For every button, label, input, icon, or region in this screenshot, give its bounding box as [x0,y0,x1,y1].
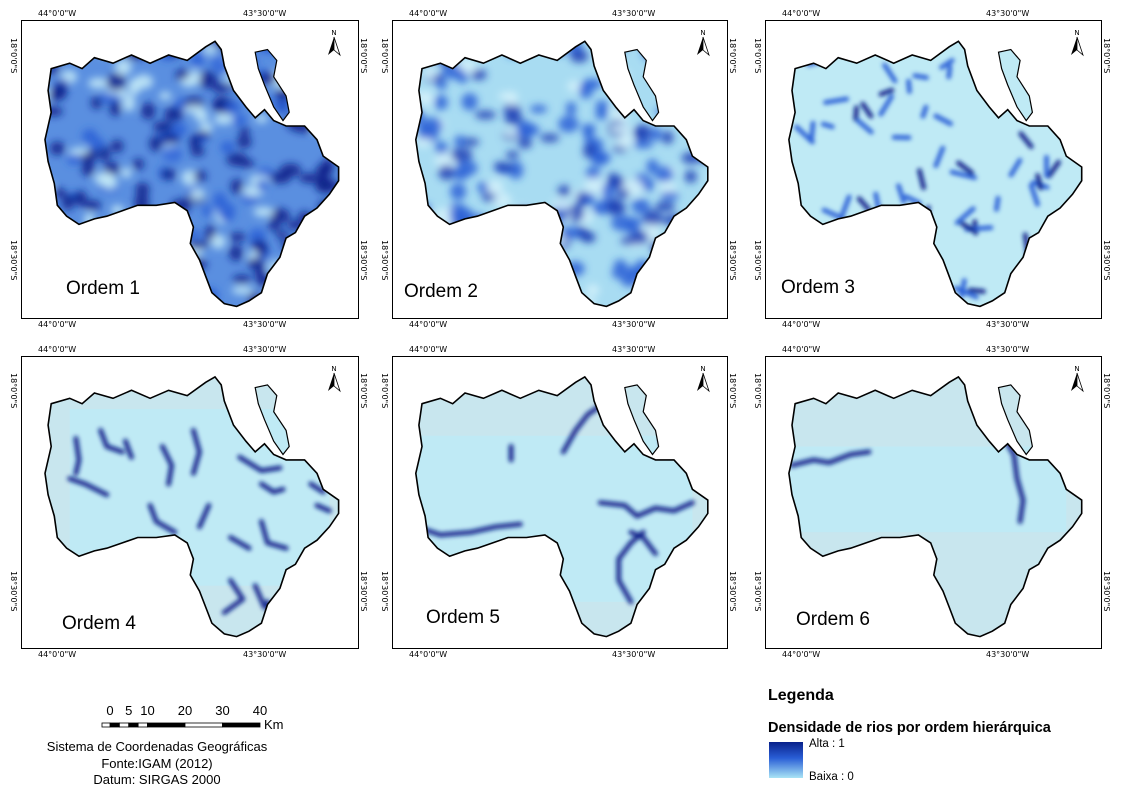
lat-tick-bottom: 18°30'0"S [728,240,737,281]
lat-tick-bottom: 18°30'0"S [9,240,18,281]
lon-tick-left: 44°0'0"W [38,9,77,18]
svg-text:N: N [1074,365,1079,373]
panel-label: Ordem 2 [404,281,478,302]
panel-label: Ordem 6 [796,609,870,630]
lon-tick-right: 43°30'0"W [612,9,656,18]
lon-tick-left: 44°0'0"W [409,345,448,354]
lon-tick-right: 43°30'0"W [986,9,1030,18]
north-arrow-icon: N [326,363,342,393]
svg-text:N: N [700,29,705,37]
lat-tick-bottom: 18°30'0"S [728,571,737,612]
lon-tick-right: 43°30'0"W [612,320,656,329]
scale-label: 5 [125,703,132,718]
lon-tick-right: 43°30'0"W [986,320,1030,329]
lat-tick-top: 18°0'0"S [753,38,762,74]
map-panel-ordem-2: Ordem 2 N [392,20,728,319]
scale-label: 0 [106,703,113,718]
lon-tick-left: 44°0'0"W [38,650,77,659]
svg-text:N: N [1074,29,1079,37]
density-map-ordem-4 [44,375,340,638]
legend-high-label: Alta : 1 [809,738,845,750]
legend-color-ramp [769,742,803,778]
lon-tick-left: 44°0'0"W [409,320,448,329]
scale-bar: 0 5 10 20 30 40 Km [100,703,300,733]
panel-label: Ordem 4 [62,613,136,634]
lon-tick-right: 43°30'0"W [243,650,287,659]
lat-tick-top: 18°0'0"S [359,373,368,409]
lat-tick-top: 18°0'0"S [380,38,389,74]
lat-tick-top: 18°0'0"S [1102,373,1111,409]
panel-label: Ordem 5 [426,607,500,628]
map-panel-ordem-6: Ordem 6 N [765,356,1102,649]
lat-tick-top: 18°0'0"S [359,38,368,74]
legend-subtitle: Densidade de rios por ordem hierárquica [768,720,1051,736]
north-arrow-icon: N [695,363,711,393]
lat-tick-bottom: 18°30'0"S [380,240,389,281]
lat-tick-bottom: 18°30'0"S [1102,571,1111,612]
lat-tick-bottom: 18°30'0"S [1102,240,1111,281]
scale-label: 40 [253,703,267,718]
density-map-ordem-1 [44,40,340,308]
lon-tick-left: 44°0'0"W [38,320,77,329]
scale-label: 20 [178,703,192,718]
coordinate-system-text: Sistema de Coordenadas Geográficas [46,739,268,754]
north-arrow-icon: N [326,27,342,57]
lon-tick-left: 44°0'0"W [782,320,821,329]
lon-tick-right: 43°30'0"W [986,650,1030,659]
source-text: Fonte:IGAM (2012) [101,756,213,771]
north-arrow-icon: N [695,27,711,57]
lon-tick-right: 43°30'0"W [243,345,287,354]
legend-low-label: Baixa : 0 [809,771,854,783]
lon-tick-left: 44°0'0"W [409,9,448,18]
lon-tick-left: 44°0'0"W [782,9,821,18]
north-arrow-icon: N [1069,363,1085,393]
lat-tick-bottom: 18°30'0"S [753,571,762,612]
legend-title: Legenda [768,687,834,704]
lat-tick-top: 18°0'0"S [728,373,737,409]
lat-tick-bottom: 18°30'0"S [359,571,368,612]
svg-text:N: N [700,365,705,373]
svg-text:N: N [331,365,336,373]
lat-tick-top: 18°0'0"S [9,38,18,74]
lon-tick-left: 44°0'0"W [38,345,77,354]
lat-tick-top: 18°0'0"S [1102,38,1111,74]
lat-tick-top: 18°0'0"S [380,373,389,409]
lat-tick-bottom: 18°30'0"S [9,571,18,612]
density-map-ordem-6 [788,375,1083,638]
map-panel-ordem-3: Ordem 3 N [765,20,1102,319]
density-map-ordem-5 [414,375,709,638]
lat-tick-top: 18°0'0"S [753,373,762,409]
density-map-ordem-2 [414,40,709,308]
lon-tick-left: 44°0'0"W [409,650,448,659]
map-panel-ordem-5: Ordem 5 N [392,356,728,649]
lon-tick-right: 43°30'0"W [612,650,656,659]
scale-unit: Km [264,717,284,732]
lat-tick-bottom: 18°30'0"S [359,240,368,281]
lat-tick-bottom: 18°30'0"S [753,240,762,281]
svg-text:N: N [331,29,336,37]
lon-tick-right: 43°30'0"W [612,345,656,354]
lon-tick-right: 43°30'0"W [243,320,287,329]
density-map-ordem-3 [788,40,1083,308]
map-panel-ordem-1: Ordem 1 N [21,20,359,319]
north-arrow-icon: N [1069,27,1085,57]
lat-tick-bottom: 18°30'0"S [380,571,389,612]
panel-label: Ordem 3 [781,277,855,298]
scale-label: 30 [215,703,229,718]
lon-tick-left: 44°0'0"W [782,650,821,659]
lon-tick-left: 44°0'0"W [782,345,821,354]
lon-tick-right: 43°30'0"W [243,9,287,18]
panel-label: Ordem 1 [66,278,140,299]
lon-tick-right: 43°30'0"W [986,345,1030,354]
lat-tick-top: 18°0'0"S [9,373,18,409]
map-panel-ordem-4: Ordem 4 N [21,356,359,649]
lat-tick-top: 18°0'0"S [728,38,737,74]
scale-label: 10 [140,703,154,718]
datum-text: Datum: SIRGAS 2000 [93,772,221,787]
